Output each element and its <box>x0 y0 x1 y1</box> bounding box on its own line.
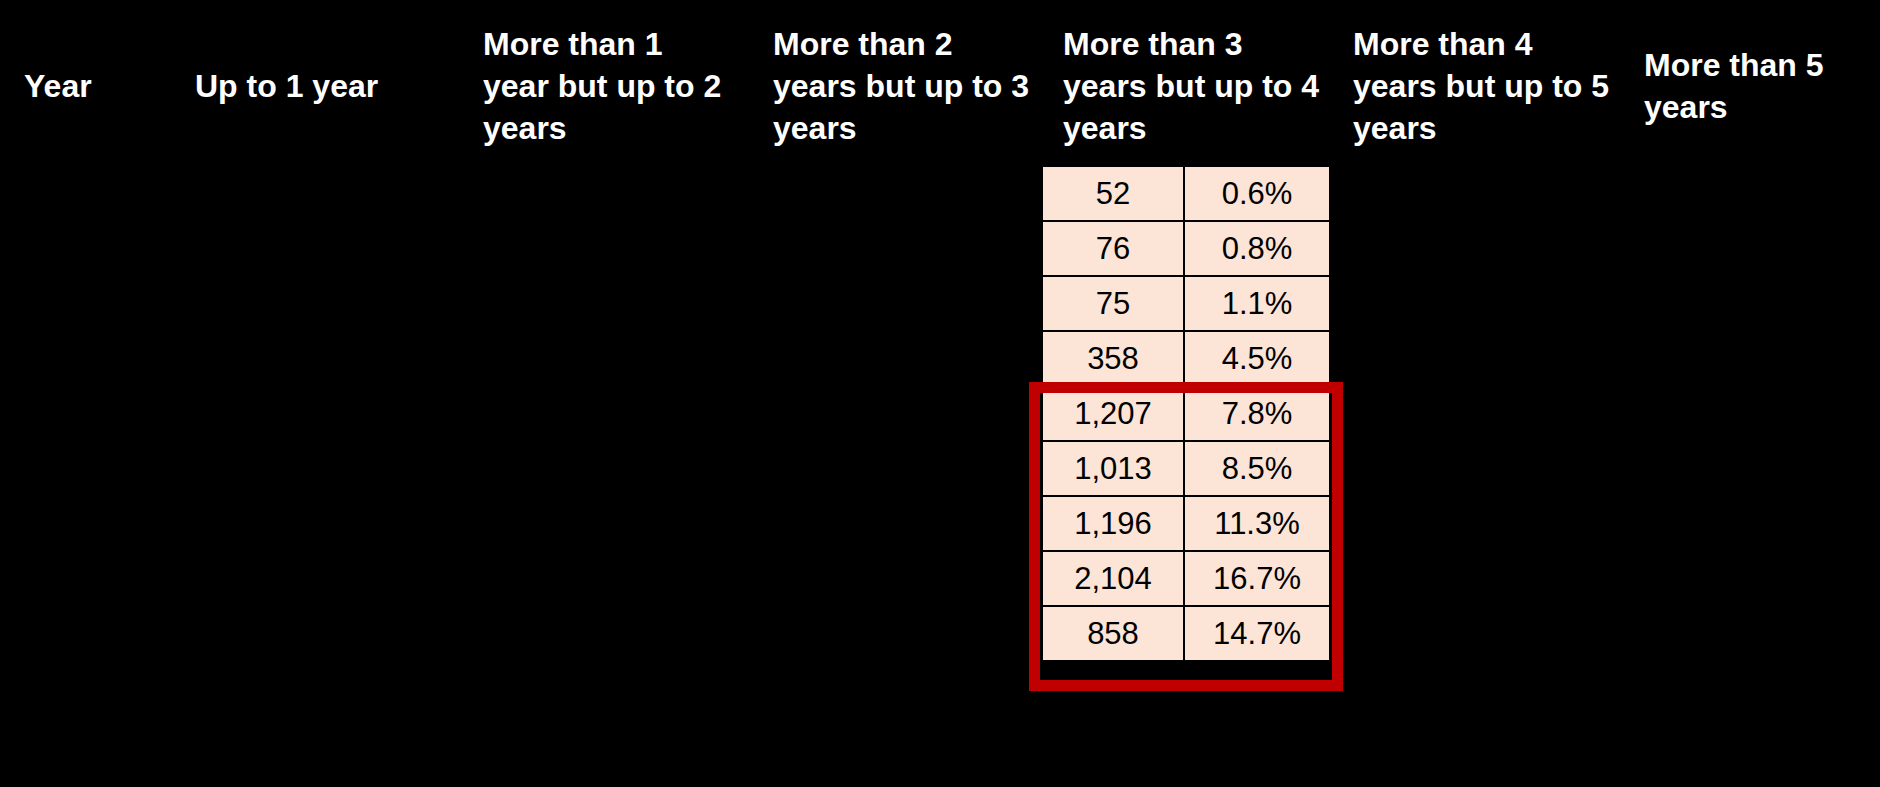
percent-cell: 14.7% <box>1184 606 1330 661</box>
column-header-year: Year <box>24 0 174 172</box>
column-header-label: More than 4 years but up to 5 years <box>1353 23 1609 149</box>
column-header-label: More than 2 years but up to 3 years <box>773 23 1029 149</box>
count-cell: 858 <box>1042 606 1184 661</box>
count-cell: 1,207 <box>1042 386 1184 441</box>
redacted-table-page: Year Up to 1 year More than 1 year but u… <box>0 0 1880 787</box>
column-header-label: Year <box>24 65 92 107</box>
table-row-highlighted: 1,196 11.3% <box>1042 496 1330 551</box>
percent-cell: 8.5% <box>1184 441 1330 496</box>
column-header-up-to-1-year: Up to 1 year <box>195 0 465 172</box>
count-cell: 76 <box>1042 221 1184 276</box>
table-row-highlighted: 2,104 16.7% <box>1042 551 1330 606</box>
percent-cell: 0.8% <box>1184 221 1330 276</box>
table-row: 75 1.1% <box>1042 276 1330 331</box>
count-cell: 52 <box>1042 166 1184 221</box>
column-header-label: More than 5 years <box>1644 44 1824 128</box>
column-header-3-to-4-years: More than 3 years but up to 4 years <box>1063 0 1335 172</box>
percent-cell: 7.8% <box>1184 386 1330 441</box>
column-header-label: Up to 1 year <box>195 65 378 107</box>
table-row-highlighted: 1,013 8.5% <box>1042 441 1330 496</box>
count-cell: 1,196 <box>1042 496 1184 551</box>
percent-cell: 16.7% <box>1184 551 1330 606</box>
column-header-label: More than 3 years but up to 4 years <box>1063 23 1319 149</box>
column-header-2-to-3-years: More than 2 years but up to 3 years <box>773 0 1045 172</box>
table-row: 76 0.8% <box>1042 221 1330 276</box>
table-row-highlighted: 858 14.7% <box>1042 606 1330 661</box>
column-header-label: More than 1 year but up to 2 years <box>483 23 721 149</box>
percent-cell: 4.5% <box>1184 331 1330 386</box>
table-row-highlighted: 1,207 7.8% <box>1042 386 1330 441</box>
column-header-1-to-2-years: More than 1 year but up to 2 years <box>483 0 755 172</box>
column-header-more-than-5-years: More than 5 years <box>1644 0 1874 172</box>
percent-cell: 0.6% <box>1184 166 1330 221</box>
data-block-3-to-4-years: 52 0.6% 76 0.8% 75 1.1% 358 4.5% 1,207 7… <box>1041 165 1331 662</box>
percent-cell: 1.1% <box>1184 276 1330 331</box>
column-header-4-to-5-years: More than 4 years but up to 5 years <box>1353 0 1625 172</box>
table-row: 358 4.5% <box>1042 331 1330 386</box>
percent-cell: 11.3% <box>1184 496 1330 551</box>
table-row: 52 0.6% <box>1042 166 1330 221</box>
count-cell: 358 <box>1042 331 1184 386</box>
count-cell: 75 <box>1042 276 1184 331</box>
count-cell: 2,104 <box>1042 551 1184 606</box>
count-cell: 1,013 <box>1042 441 1184 496</box>
